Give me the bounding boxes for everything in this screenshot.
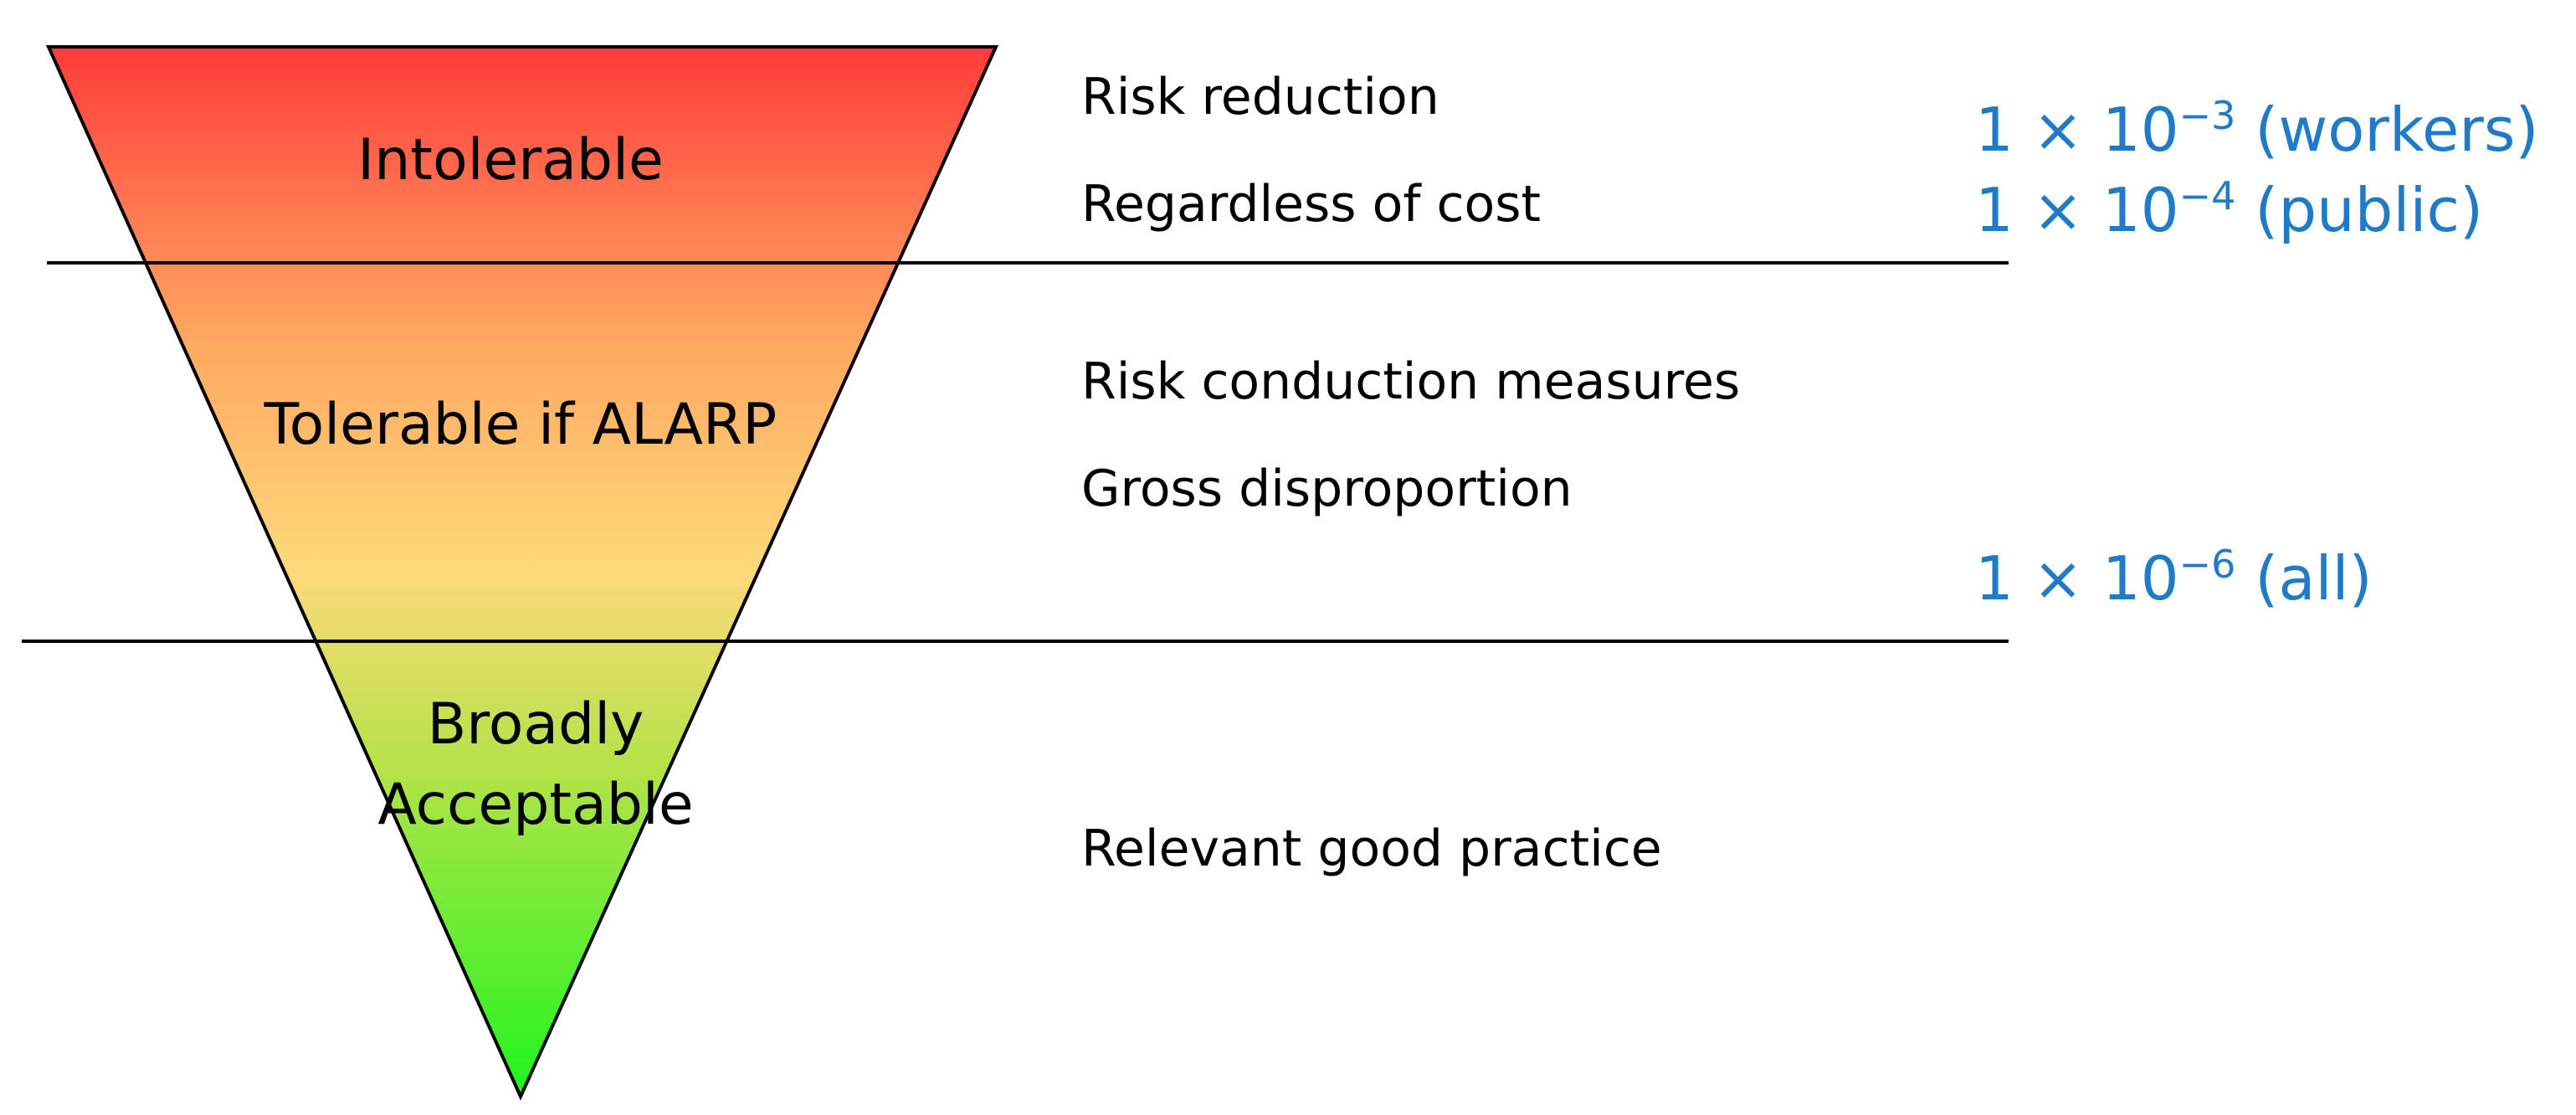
threshold-public-group: (public) [2235,175,2483,245]
threshold-all-group: (all) [2235,543,2372,614]
threshold-public-base: 1 × 10 [1975,175,2179,245]
zone-label-alarp: Tolerable if ALARP [264,392,777,458]
threshold-all-exponent: −6 [2179,542,2236,587]
threshold-workers: 1 × 10−3 (workers) [1975,93,2539,165]
zone-label-intolerable: Intolerable [357,127,664,193]
threshold-workers-group: (workers) [2235,95,2538,165]
desc-risk-reduction: Risk reduction [1081,68,1439,126]
threshold-all-base: 1 × 10 [1975,543,2179,614]
threshold-workers-exponent: −3 [2179,93,2236,138]
zone-label-acceptable-line2: Acceptable [377,772,693,838]
zone-label-acceptable-line1: Broadly [428,691,644,758]
desc-gross-disproportion: Gross disproportion [1081,460,1573,518]
risk-triangle [45,45,999,1101]
threshold-public: 1 × 10−4 (public) [1975,173,2483,245]
threshold-workers-base: 1 × 10 [1975,95,2179,165]
desc-relevant-good-practice: Relevant good practice [1081,820,1662,878]
desc-regardless-of-cost: Regardless of cost [1081,175,1541,234]
threshold-public-exponent: −4 [2179,173,2236,218]
threshold-all: 1 × 10−6 (all) [1975,542,2373,614]
desc-risk-conduction-measures: Risk conduction measures [1081,352,1740,411]
